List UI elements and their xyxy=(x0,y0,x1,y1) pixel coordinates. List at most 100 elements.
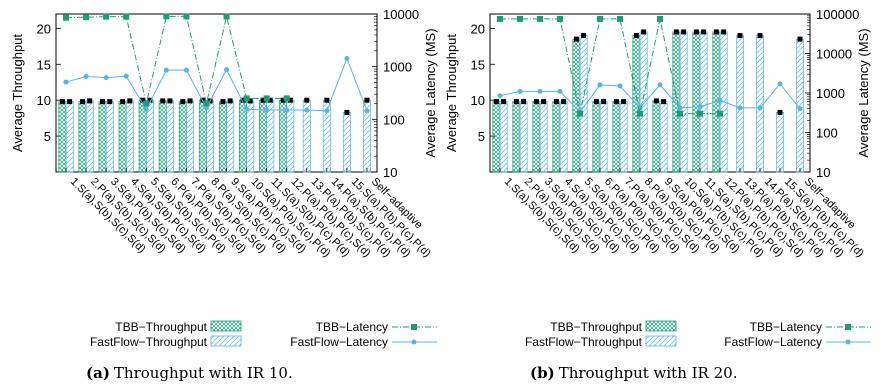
fastflow-throughput-marker xyxy=(287,97,293,103)
tbb-throughput-marker xyxy=(240,97,246,103)
left-tick-label: 15 xyxy=(471,57,485,72)
tbb-latency-point xyxy=(497,15,503,22)
legend-tbb-latency-marker-b xyxy=(845,324,851,330)
fastflow-throughput-marker xyxy=(681,29,687,35)
fastflow-latency-point xyxy=(344,55,350,61)
fastflow-throughput-marker xyxy=(641,29,647,35)
fastflow-latency-point xyxy=(103,75,109,81)
tbb-throughput-marker xyxy=(613,99,619,105)
caption-b-text: Throughput with IR 20. xyxy=(558,364,738,382)
tbb-throughput-bar xyxy=(98,101,107,173)
fastflow-throughput-bar xyxy=(226,100,235,173)
fastflow-throughput-marker xyxy=(757,33,763,39)
tbb-throughput-bar xyxy=(218,101,227,173)
tbb-latency-point xyxy=(697,110,703,117)
fastflow-throughput-bar xyxy=(679,31,688,173)
fastflow-throughput-marker xyxy=(147,97,153,103)
fastflow-throughput-marker xyxy=(701,29,707,35)
tbb-throughput-marker xyxy=(673,29,679,35)
legend-ir10: TBB−Throughput FastFlow−Throughput TBB−L… xyxy=(90,320,437,349)
tbb-throughput-bar xyxy=(58,101,67,173)
fastflow-throughput-bar xyxy=(186,100,194,173)
fastflow-throughput-marker xyxy=(167,98,173,104)
fastflow-throughput-bar xyxy=(499,101,508,173)
tbb-throughput-marker xyxy=(493,99,499,105)
tbb-throughput-bar xyxy=(118,101,127,173)
fastflow-throughput-marker xyxy=(324,97,330,103)
tbb-throughput-bar xyxy=(512,101,521,173)
legend-fastflow-throughput-swatch-b xyxy=(645,335,677,347)
fastflow-throughput-marker xyxy=(541,99,547,105)
fastflow-throughput-bar xyxy=(519,101,528,173)
legend-tbb-latency-label-b: TBB−Latency xyxy=(750,320,822,334)
fastflow-latency-point xyxy=(657,82,663,88)
tbb-latency-point xyxy=(617,15,623,22)
fastflow-latency-point xyxy=(183,67,189,73)
fastflow-throughput-bar xyxy=(559,101,568,173)
fastflow-latency-point xyxy=(264,107,270,113)
fastflow-throughput-marker xyxy=(267,97,273,103)
fastflow-throughput-marker xyxy=(721,29,727,35)
tbb-throughput-marker xyxy=(180,99,186,105)
tbb-throughput-bar xyxy=(532,101,541,173)
tbb-throughput-bar xyxy=(78,101,87,173)
left-tick-label: 15 xyxy=(37,57,51,72)
fastflow-throughput-bar xyxy=(165,100,174,173)
fastflow-throughput-marker xyxy=(581,33,587,39)
tbb-throughput-marker xyxy=(280,97,286,103)
tbb-latency-point xyxy=(143,100,150,107)
tbb-throughput-marker xyxy=(553,99,559,105)
fastflow-latency-point xyxy=(304,107,310,113)
legend-tbb-throughput-label: TBB−Throughput xyxy=(115,320,207,334)
legend-fastflow-latency-label: FastFlow−Latency xyxy=(290,335,388,349)
fastflow-throughput-marker xyxy=(127,98,133,104)
fastflow-throughput-marker xyxy=(247,98,253,104)
fastflow-throughput-bar xyxy=(619,101,628,173)
fastflow-latency-point xyxy=(777,81,783,87)
fastflow-latency-point xyxy=(717,97,723,103)
tbb-latency-point xyxy=(163,13,170,20)
fastflow-throughput-bar xyxy=(125,100,134,173)
tbb-latency-point xyxy=(263,95,270,102)
fastflow-throughput-bar xyxy=(736,35,744,173)
left-tick-label: 5 xyxy=(44,129,51,144)
right-tick-label: 100 xyxy=(383,112,405,127)
left-tick-label: 20 xyxy=(471,21,485,36)
fastflow-throughput-marker xyxy=(521,99,527,105)
tbb-throughput-marker xyxy=(633,33,639,39)
caption-a: (a) Throughput with IR 10. xyxy=(86,364,293,382)
fastflow-throughput-marker xyxy=(227,98,233,104)
y-axis-left-label: Average Throughput xyxy=(10,34,25,152)
right-tick-label: 10 xyxy=(383,165,397,180)
left-tick-label: 5 xyxy=(478,129,485,144)
fastflow-latency-point xyxy=(364,108,370,114)
tbb-latency-point xyxy=(63,14,70,21)
legend-fastflow-throughput-swatch xyxy=(210,335,242,347)
fastflow-throughput-bar xyxy=(246,100,255,173)
fastflow-throughput-marker xyxy=(621,99,627,105)
tbb-throughput-bar xyxy=(672,31,681,173)
fastflow-throughput-marker xyxy=(87,98,93,104)
tbb-throughput-marker xyxy=(120,99,126,105)
fastflow-latency-point xyxy=(617,83,623,89)
tbb-latency-point xyxy=(223,13,230,20)
legend-fastflow-latency-marker xyxy=(411,339,417,345)
tbb-latency-line xyxy=(66,15,287,104)
tbb-throughput-marker xyxy=(140,97,146,103)
tbb-throughput-marker xyxy=(220,99,226,105)
fastflow-throughput-marker xyxy=(777,109,783,115)
tbb-latency-point xyxy=(243,95,250,102)
tbb-latency-point xyxy=(123,13,130,20)
fastflow-throughput-marker xyxy=(187,98,193,104)
right-tick-label: 100000 xyxy=(816,7,859,22)
tbb-throughput-bar xyxy=(158,100,167,173)
right-tick-label: 100 xyxy=(816,126,838,141)
fastflow-latency-point xyxy=(244,106,250,112)
legend-tbb-latency-label: TBB−Latency xyxy=(316,320,388,334)
legend-tbb-throughput-swatch-b xyxy=(645,320,677,332)
tbb-latency-point xyxy=(517,15,523,22)
caption-a-text: Throughput with IR 10. xyxy=(113,364,293,382)
caption-b: (b) Throughput with IR 20. xyxy=(530,364,737,382)
fastflow-throughput-bar xyxy=(776,112,784,173)
tbb-throughput-bar xyxy=(612,101,621,173)
